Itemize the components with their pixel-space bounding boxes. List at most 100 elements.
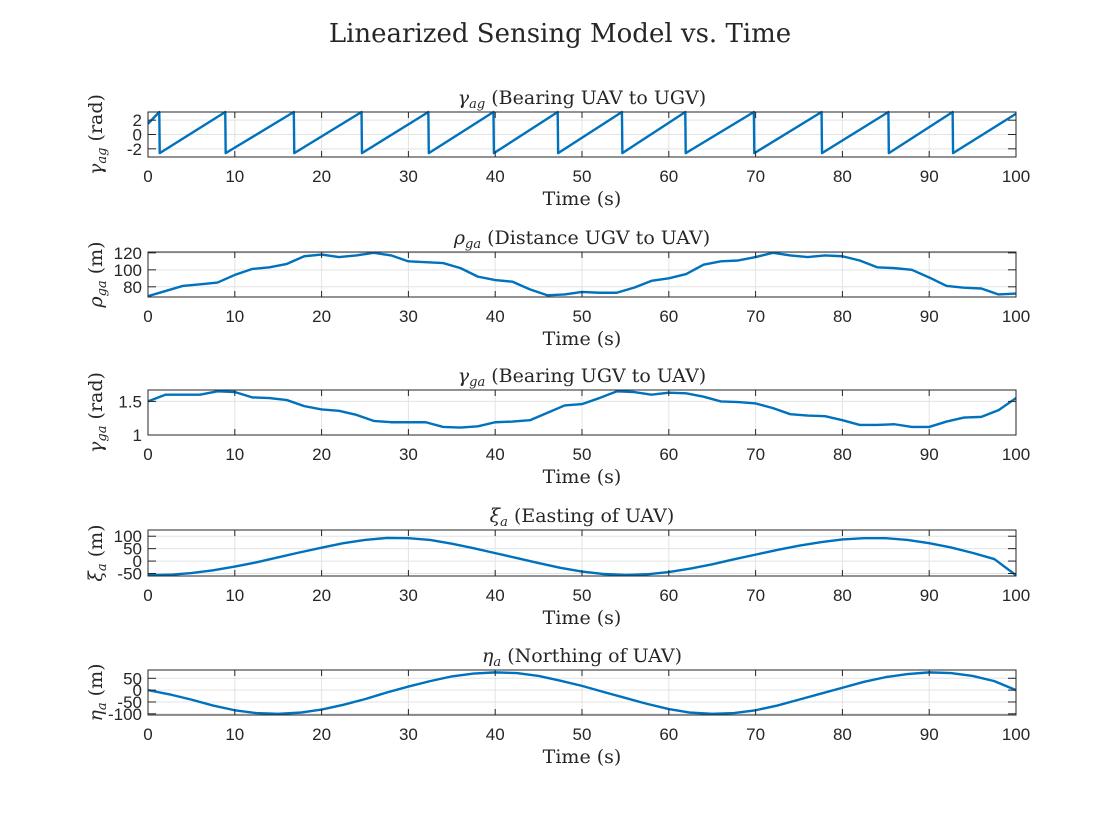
x-tick-label: 0	[143, 167, 152, 186]
x-axis-label: Time (s)	[543, 188, 622, 210]
panel-title-subscript: ga	[469, 375, 485, 390]
panel-title-text: (Bearing UGV to UAV)	[485, 365, 706, 387]
panel-title-symbol: γ	[458, 365, 470, 387]
x-tick-label: 60	[659, 307, 678, 326]
x-tick-label: 50	[573, 445, 592, 464]
x-tick-label: 20	[312, 167, 331, 186]
x-tick-label: 80	[833, 167, 852, 186]
x-tick-label: 20	[312, 725, 331, 744]
y-axis-label-text: (rad)	[85, 94, 107, 147]
y-tick-label: 50	[123, 540, 142, 559]
panel-title-text: (Distance UGV to UAV)	[481, 227, 710, 249]
panel-title-symbol: ξ	[490, 505, 502, 527]
x-tick-label: 70	[746, 586, 765, 605]
x-tick-label: 80	[833, 445, 852, 464]
y-tick-label: 50	[123, 669, 142, 688]
panel-title-subscript: a	[493, 655, 501, 670]
y-axis-label-symbol: γ	[85, 441, 107, 453]
x-tick-label: 10	[225, 586, 244, 605]
x-tick-label: 60	[659, 445, 678, 464]
x-tick-label: 10	[225, 167, 244, 186]
x-tick-label: 20	[312, 445, 331, 464]
x-tick-label: 60	[659, 725, 678, 744]
y-tick-label: 0	[133, 126, 142, 145]
y-tick-label: 100	[114, 261, 142, 280]
x-tick-label: 70	[746, 167, 765, 186]
x-tick-label: 70	[746, 445, 765, 464]
x-tick-label: 60	[659, 586, 678, 605]
x-tick-label: 0	[143, 307, 152, 326]
x-tick-label: 100	[1002, 307, 1030, 326]
x-axis-label: Time (s)	[543, 607, 622, 629]
y-axis-label-subscript: ga	[95, 426, 110, 442]
y-tick-label: 0	[133, 552, 142, 571]
y-axis-label: ξa (m)	[85, 524, 110, 581]
x-tick-label: 100	[1002, 586, 1030, 605]
y-axis-label-text: (rad)	[85, 372, 107, 425]
x-tick-label: 20	[312, 307, 331, 326]
y-axis-label-subscript: ga	[95, 280, 110, 296]
x-tick-label: 90	[920, 307, 939, 326]
x-tick-label: 90	[920, 586, 939, 605]
series-line-1	[147, 390, 1017, 429]
x-tick-label: 90	[920, 725, 939, 744]
x-tick-label: 0	[143, 445, 152, 464]
y-axis-label-text: (m)	[85, 663, 107, 702]
y-tick-label: -100	[108, 705, 142, 724]
figure-title: Linearized Sensing Model vs. Time	[329, 19, 791, 49]
panel-title: γga (Bearing UGV to UAV)	[458, 365, 706, 390]
y-axis-label-symbol: ρ	[85, 296, 107, 309]
y-tick-label: -50	[117, 565, 142, 584]
x-tick-label: 80	[833, 586, 852, 605]
x-tick-label: 80	[833, 307, 852, 326]
y-axis-label-symbol: η	[85, 710, 107, 722]
y-tick-label: -2	[127, 140, 142, 159]
x-tick-label: 30	[399, 307, 418, 326]
y-axis-label-subscript: a	[95, 702, 110, 710]
x-tick-label: 90	[920, 167, 939, 186]
series-line-1	[147, 671, 1017, 716]
x-axis-label: Time (s)	[543, 466, 622, 488]
x-tick-label: 100	[1002, 445, 1030, 464]
x-tick-label: 50	[573, 586, 592, 605]
x-tick-label: 40	[486, 445, 505, 464]
panel-title-subscript: a	[500, 515, 508, 530]
x-tick-label: 30	[399, 445, 418, 464]
x-tick-label: 50	[573, 167, 592, 186]
x-tick-label: 40	[486, 725, 505, 744]
panel-title: ξa (Easting of UAV)	[490, 505, 675, 530]
x-tick-label: 60	[659, 167, 678, 186]
x-tick-label: 100	[1002, 167, 1030, 186]
panel-title-symbol: η	[482, 645, 494, 667]
x-tick-label: 70	[746, 307, 765, 326]
y-axis-label-text: (m)	[85, 524, 107, 563]
y-tick-label: 120	[114, 244, 142, 263]
y-tick-label: 100	[114, 527, 142, 546]
panel-title-text: (Easting of UAV)	[508, 505, 674, 527]
y-axis-label: γga (rad)	[85, 372, 110, 453]
panel-title: ρga (Distance UGV to UAV)	[453, 227, 710, 252]
y-tick-label: -50	[117, 693, 142, 712]
x-tick-label: 90	[920, 445, 939, 464]
x-tick-label: 40	[486, 586, 505, 605]
x-tick-label: 30	[399, 725, 418, 744]
y-tick-label: 2	[133, 111, 142, 130]
panel-title: γag (Bearing UAV to UGV)	[458, 87, 706, 112]
panel-title-subscript: ga	[465, 237, 481, 252]
panel-title-symbol: ρ	[453, 227, 466, 249]
x-tick-label: 0	[143, 586, 152, 605]
panel-title: ηa (Northing of UAV)	[482, 645, 682, 670]
x-tick-label: 20	[312, 586, 331, 605]
y-axis-label-subscript: a	[95, 563, 110, 571]
x-tick-label: 10	[225, 445, 244, 464]
y-tick-label: 80	[123, 278, 142, 297]
x-tick-label: 10	[225, 307, 244, 326]
x-tick-label: 30	[399, 586, 418, 605]
y-axis-label: ρga (m)	[85, 241, 110, 308]
y-axis-label-text: (m)	[85, 241, 107, 280]
y-axis-label: ηa (m)	[85, 663, 110, 721]
